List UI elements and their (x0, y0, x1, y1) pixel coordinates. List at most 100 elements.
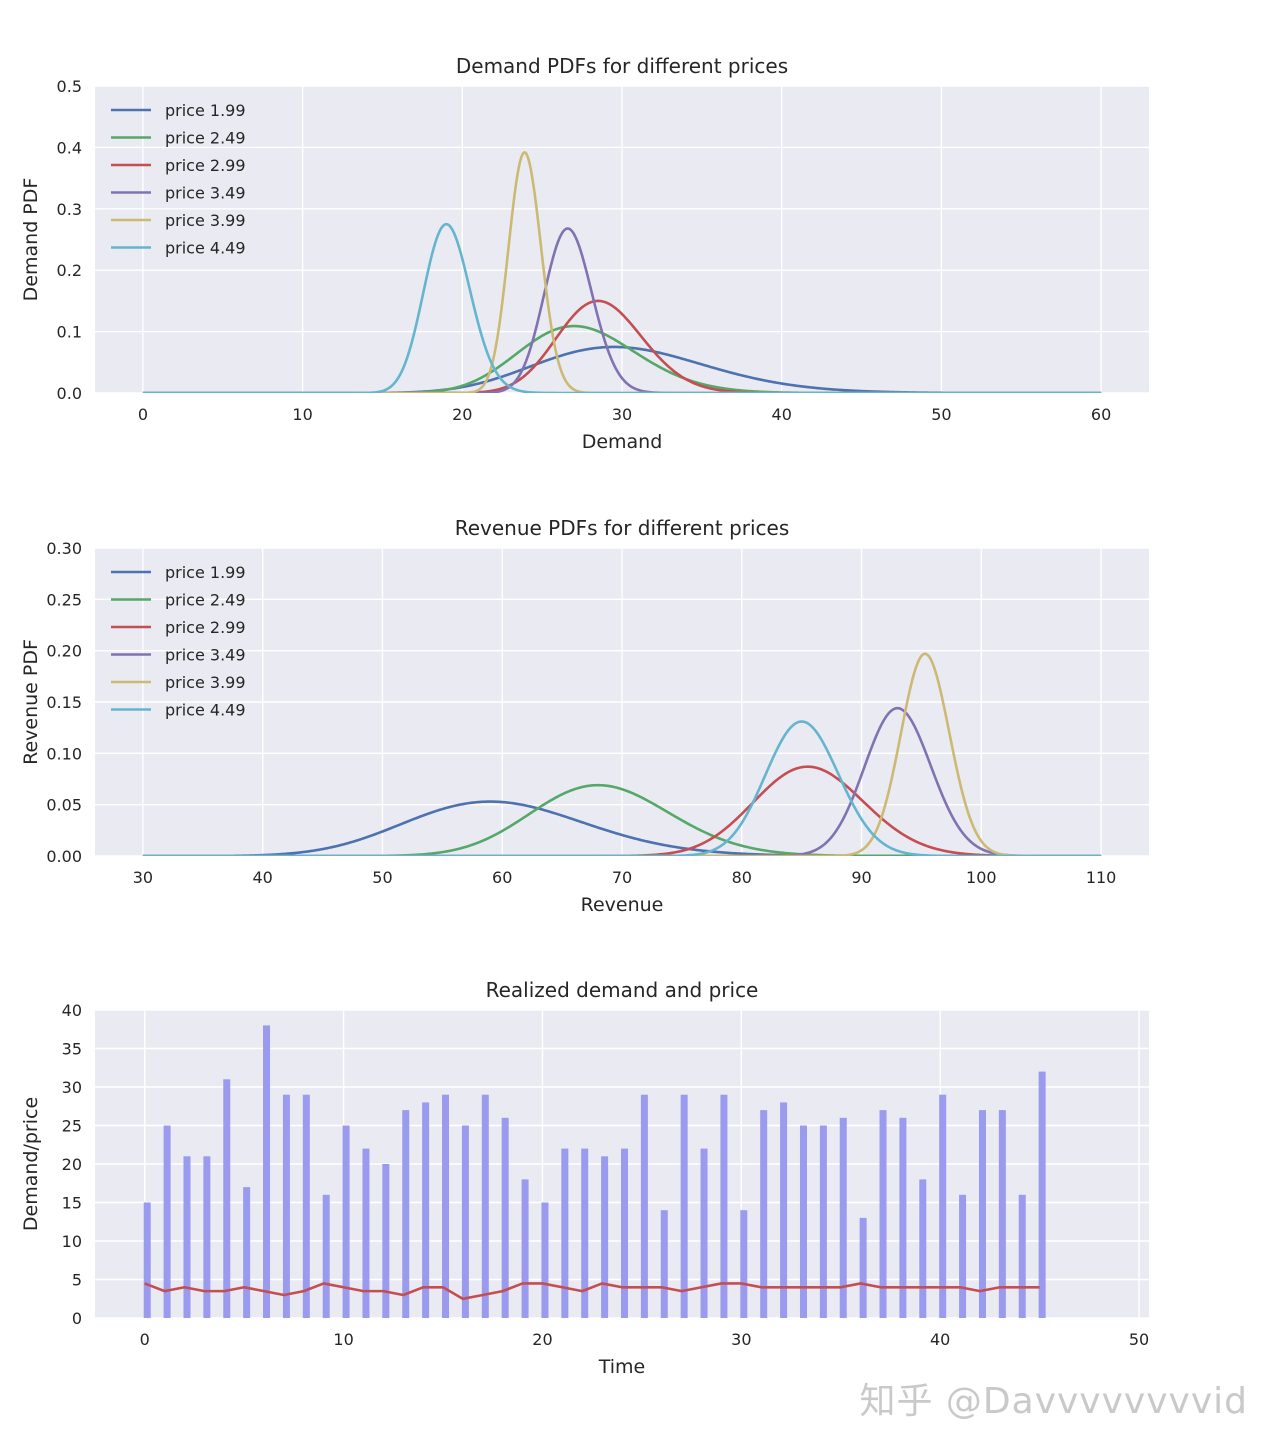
x-tick-label: 30 (612, 405, 632, 424)
demand-bar (780, 1102, 788, 1318)
demand-bar (561, 1148, 569, 1318)
demand-bar (819, 1125, 827, 1318)
y-tick-label: 0.25 (46, 590, 82, 609)
y-tick-label: 0.3 (57, 200, 82, 219)
demand-bar (521, 1179, 529, 1318)
x-axis-label: Demand (582, 431, 663, 453)
demand-bar (382, 1164, 390, 1318)
x-tick-label: 10 (292, 405, 312, 424)
demand-pdf-chart: 0 10 20 30 40 50 60 0.0 0.1 0.2 0.3 0.4 0.5 Demand PD… (20, 54, 1149, 453)
demand-bar (501, 1117, 509, 1318)
demand-bar (362, 1148, 370, 1318)
series-lines (142, 652, 1102, 856)
demand-bar (223, 1079, 231, 1318)
chart-title: Demand PDFs for different prices (456, 54, 788, 78)
demand-bar (282, 1094, 290, 1318)
demand-bar (939, 1094, 947, 1318)
price-line (144, 1282, 1040, 1301)
demand-bar (740, 1210, 748, 1318)
series-line (142, 706, 1102, 856)
demand-bar (601, 1156, 609, 1318)
y-axis-label: Demand PDF (20, 178, 42, 302)
demand-bar (799, 1125, 807, 1318)
x-tick-label: 20 (452, 405, 472, 424)
watermark-text: 知乎 @Davvvvvvvvid (859, 1381, 1248, 1422)
demand-bar (402, 1110, 410, 1318)
x-tick-label: 0 (138, 405, 148, 424)
demand-bar (978, 1110, 986, 1318)
chart-title: Revenue PDFs for different prices (455, 516, 790, 540)
legend-label: price 3.49 (165, 646, 246, 665)
demand-bar (342, 1125, 350, 1318)
x-tick-label: 80 (732, 868, 752, 887)
x-tick-label: 40 (772, 405, 792, 424)
demand-bar (859, 1217, 867, 1318)
revenue-pdf-chart: 30 40 50 60 70 80 90 100 110 0.00 0.05 0.10 0.15 0.20… (20, 516, 1149, 916)
demand-bar (481, 1094, 489, 1318)
series-line (142, 299, 1102, 393)
demand-bar (442, 1094, 450, 1318)
demand-bar (1038, 1071, 1046, 1318)
y-tick-label: 10 (62, 1232, 82, 1251)
demand-bar (660, 1210, 668, 1318)
demand-bar (621, 1148, 628, 1318)
x-tick-label: 50 (1129, 1330, 1149, 1349)
demand-bar (581, 1148, 589, 1318)
legend-label: price 2.49 (165, 591, 246, 610)
y-tick-label: 0.20 (46, 642, 82, 661)
demand-bar (839, 1117, 847, 1318)
x-axis-label: Revenue (581, 894, 664, 916)
x-tick-label: 50 (372, 868, 392, 887)
demand-bar (461, 1125, 469, 1318)
legend-label: price 4.49 (165, 701, 246, 720)
y-tick-label: 0.10 (46, 744, 82, 763)
demand-bar (163, 1125, 171, 1318)
demand-bar (700, 1148, 708, 1318)
demand-bar (541, 1202, 549, 1318)
series-line (142, 324, 1102, 393)
x-tick-label: 30 (731, 1330, 751, 1349)
demand-bar (203, 1156, 211, 1318)
demand-bar (263, 1025, 271, 1318)
x-tick-label: 40 (253, 868, 273, 887)
x-tick-label: 110 (1086, 868, 1117, 887)
y-tick-label: 40 (62, 1001, 82, 1020)
x-tick-label: 20 (532, 1330, 552, 1349)
x-tick-label: 90 (851, 868, 871, 887)
x-tick-label: 60 (1091, 405, 1111, 424)
x-tick-label: 0 (140, 1330, 150, 1349)
x-tick-label: 40 (930, 1330, 950, 1349)
y-tick-label: 25 (62, 1117, 82, 1136)
legend-label: price 2.99 (165, 618, 246, 637)
y-tick-label: 0.15 (46, 693, 82, 712)
series-lines (142, 150, 1102, 393)
y-tick-label: 0.05 (46, 796, 82, 815)
y-axis-label: Demand/price (20, 1097, 42, 1231)
legend-label: price 3.99 (165, 673, 246, 692)
x-tick-label: 30 (133, 868, 153, 887)
y-tick-label: 30 (62, 1078, 82, 1097)
y-tick-label: 0.4 (57, 138, 82, 157)
realized-demand-chart: 0 10 20 30 40 50 0 5 10 15 20 25 30 35 40 Realized dema… (20, 978, 1149, 1378)
demand-bar (959, 1194, 967, 1318)
y-tick-label: 0 (72, 1309, 82, 1328)
y-tick-label: 20 (62, 1155, 82, 1174)
legend-label: price 2.99 (165, 156, 246, 175)
legend-label: price 3.49 (165, 184, 246, 203)
series-line (142, 652, 1102, 856)
demand-bar (422, 1102, 430, 1318)
demand-bar (183, 1156, 191, 1318)
demand-bar (302, 1094, 310, 1318)
x-axis-label: Time (598, 1356, 646, 1378)
y-tick-label: 0.5 (57, 77, 82, 96)
y-tick-label: 0.1 (57, 323, 82, 342)
legend: price 1.99 price 2.49 price 2.99 price 3.49… (111, 101, 246, 258)
demand-bars (143, 1025, 1046, 1318)
demand-bar (1018, 1194, 1026, 1318)
demand-bar (720, 1094, 728, 1318)
demand-bar (680, 1094, 688, 1318)
legend-label: price 3.99 (165, 211, 246, 230)
series-line (142, 227, 1102, 393)
y-tick-label: 0.30 (46, 539, 82, 558)
